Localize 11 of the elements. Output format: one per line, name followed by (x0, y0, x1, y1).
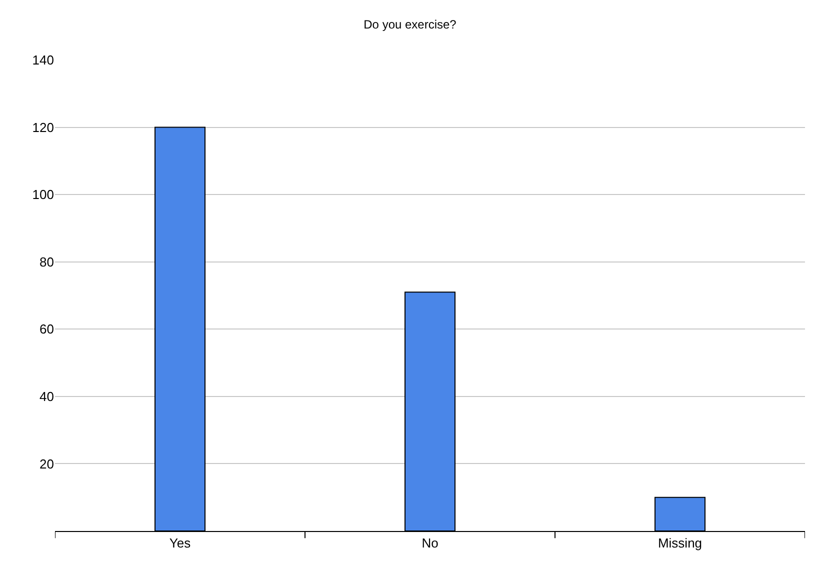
x-tick-label: Yes (169, 536, 192, 551)
y-tick-label: 140 (32, 52, 54, 68)
y-tick-label: 80 (40, 254, 54, 270)
x-tick-label: No (422, 536, 438, 551)
y-tick-label: 120 (32, 120, 54, 135)
y-tick-label: 60 (40, 322, 54, 337)
y-tick-label: 20 (40, 456, 54, 472)
chart-title: Do you exercise? (364, 17, 457, 32)
y-tick-label: 100 (32, 187, 54, 202)
y-tick-label: 40 (40, 388, 54, 404)
x-tick-label: Missing (658, 536, 702, 551)
